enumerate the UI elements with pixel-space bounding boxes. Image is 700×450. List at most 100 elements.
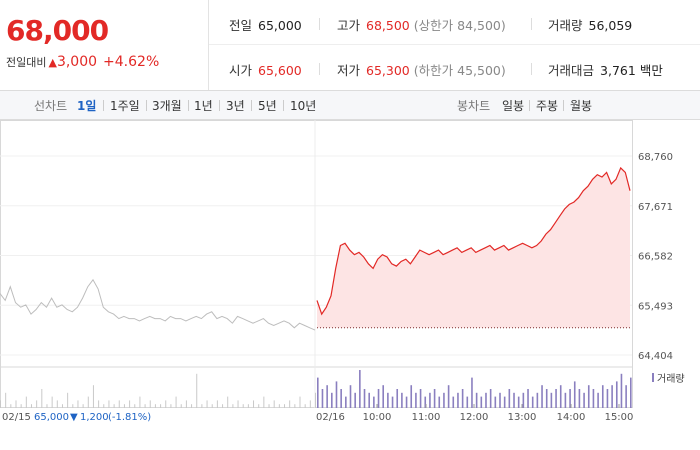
prev-volume-bar xyxy=(82,404,84,408)
today-volume-bar xyxy=(606,389,609,408)
y-tick-label: 67,671 xyxy=(638,202,673,213)
line-chart-label: 선차트 xyxy=(34,99,68,113)
prev-volume-bar xyxy=(118,400,120,408)
today-volume-bar xyxy=(615,381,618,408)
today-volume-bar xyxy=(461,389,464,408)
today-volume-bar xyxy=(522,392,525,408)
prev-volume-bar xyxy=(170,404,172,408)
prev-volume-bar xyxy=(191,404,193,408)
today-volume-bar xyxy=(396,389,399,408)
tab-1year[interactable]: 1년 xyxy=(194,99,213,113)
y-tick-label: 68,760 xyxy=(638,152,673,163)
tab-divider xyxy=(283,100,284,111)
prev-volume-bar xyxy=(206,400,208,408)
prev-volume-bar xyxy=(268,404,270,408)
tab-daily-candle[interactable]: 일봉 xyxy=(502,99,525,113)
today-volume-bar xyxy=(513,392,515,408)
prev-volume-bar xyxy=(315,392,316,408)
tab-3month[interactable]: 3개월 xyxy=(152,99,182,113)
today-volume-bar xyxy=(424,396,427,408)
prev-volume-bar xyxy=(258,404,260,408)
prev-volume-bar xyxy=(10,404,12,408)
today-volume-bar xyxy=(517,396,520,408)
today-volume-bar xyxy=(503,396,506,408)
divider xyxy=(531,63,532,75)
prev-volume-bar xyxy=(160,404,162,408)
today-volume-bar xyxy=(625,385,627,408)
today-volume-bar xyxy=(429,392,431,408)
chart-tabs: 선차트 1일 1주일 3개월 1년 3년 5년 10년 봉차트 일봉 주봉 월봉 xyxy=(0,91,700,120)
tab-1week[interactable]: 1주일 xyxy=(110,99,140,113)
prev-volume-bar xyxy=(46,404,48,408)
prev-volume-bar xyxy=(113,404,115,408)
prev-volume-bar xyxy=(196,373,198,408)
today-area xyxy=(317,167,630,328)
today-volume-bar xyxy=(587,385,590,408)
prev-volume-bar xyxy=(139,396,141,408)
tab-10year[interactable]: 10년 xyxy=(290,99,317,113)
stat-key: 고가 xyxy=(337,18,361,33)
today-volume-bar xyxy=(452,396,455,408)
tab-weekly-candle[interactable]: 주봉 xyxy=(536,99,559,113)
prev-volume-bar xyxy=(56,400,58,408)
prev-close-label: 65,000 xyxy=(34,412,69,423)
stat-key: 전일 xyxy=(229,18,253,33)
prev-volume-bar xyxy=(87,396,89,408)
prev-volume-bar xyxy=(103,404,105,408)
today-volume-bar xyxy=(536,392,539,408)
divider xyxy=(319,18,320,30)
today-volume-bar xyxy=(345,396,347,408)
volume-legend-swatch xyxy=(652,373,654,382)
prev-volume-bar xyxy=(25,396,27,408)
today-volume-bar xyxy=(415,392,417,408)
x-tick-label: 11:00 xyxy=(412,412,441,423)
tab-5year[interactable]: 5년 xyxy=(258,99,277,113)
stat-high: 고가 68,500 (상한가 84,500) xyxy=(337,15,506,34)
tab-1day[interactable]: 1일 xyxy=(77,99,97,113)
today-volume-bar xyxy=(368,392,370,408)
today-volume-bar xyxy=(457,392,459,408)
today-volume-bar xyxy=(597,392,599,408)
today-volume-bar xyxy=(335,381,338,408)
today-volume-bar xyxy=(326,385,328,408)
chart-frame xyxy=(0,120,633,408)
prev-volume-bar xyxy=(175,396,177,408)
today-line xyxy=(316,166,631,316)
stat-sub: (상한가 84,500) xyxy=(413,18,506,33)
stat-volume: 거래량 56,059 xyxy=(548,15,632,34)
prev-volume-bar xyxy=(201,404,203,408)
prev-volume-bar xyxy=(253,400,255,408)
today-volume-bar xyxy=(405,396,408,408)
today-volume-bar xyxy=(541,385,543,408)
today-volume-bar xyxy=(447,385,450,408)
prev-volume-bar xyxy=(232,404,234,408)
x-tick-label: 12:00 xyxy=(460,412,489,423)
up-arrow-icon: ▲ xyxy=(48,56,57,69)
today-volume-bar xyxy=(545,389,548,408)
current-price: 68,000 xyxy=(6,14,109,47)
prev-volume-bar xyxy=(227,396,229,408)
today-volume-bar xyxy=(331,392,333,408)
y-tick-label: 65,493 xyxy=(638,301,673,312)
tab-divider xyxy=(188,100,189,111)
today-volume-bar xyxy=(349,385,352,408)
today-volume-bar xyxy=(471,377,473,408)
today-volume-bar xyxy=(573,381,576,408)
down-arrow-icon: ▼ xyxy=(70,412,78,423)
divider xyxy=(319,63,320,75)
tab-divider xyxy=(146,100,147,111)
prev-volume-bar xyxy=(284,404,286,408)
tab-3year[interactable]: 3년 xyxy=(226,99,245,113)
tab-divider xyxy=(563,100,564,111)
stat-key: 저가 xyxy=(337,63,361,78)
stat-low: 저가 65,300 (하한가 45,500) xyxy=(337,60,506,79)
stat-value: 68,500 xyxy=(366,18,410,33)
tab-monthly-candle[interactable]: 월봉 xyxy=(570,99,593,113)
stat-trade-value: 거래대금 3,761 백만 xyxy=(548,60,663,79)
divider xyxy=(209,44,700,45)
x-tick-label: 10:00 xyxy=(363,412,392,423)
change-percent: +4.62% xyxy=(103,54,160,70)
x-date-label-prev: 02/15 xyxy=(2,412,31,423)
prev-volume-bar xyxy=(41,389,43,408)
stat-prev-close: 전일 65,000 xyxy=(229,15,302,34)
